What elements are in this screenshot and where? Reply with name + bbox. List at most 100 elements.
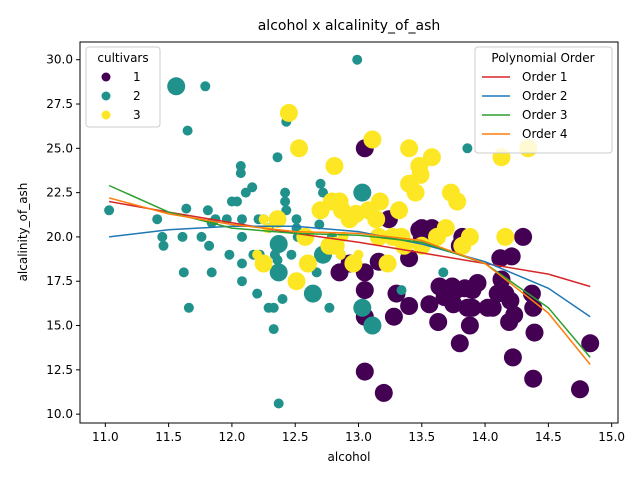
data-point-cultivar-2 — [204, 240, 215, 251]
data-point-cultivar-1 — [400, 297, 419, 315]
data-point-cultivar-3 — [268, 210, 287, 229]
legend-label-cultivar-3: 3 — [133, 108, 141, 122]
fit-line-order-4 — [108, 197, 591, 365]
data-point-cultivar-3 — [290, 139, 308, 158]
data-point-cultivar-2 — [196, 231, 207, 242]
y-tick-label: 10.0 — [46, 407, 73, 421]
data-point-cultivar-1 — [514, 227, 533, 246]
x-tick-label: 13.5 — [408, 430, 435, 444]
data-point-cultivar-2 — [268, 324, 279, 335]
data-point-cultivar-3 — [333, 161, 344, 171]
data-point-cultivar-3 — [378, 254, 397, 273]
data-point-cultivar-1 — [384, 307, 403, 326]
data-point-cultivar-2 — [237, 258, 247, 269]
data-point-cultivar-3 — [371, 192, 389, 211]
data-point-cultivar-2 — [237, 231, 247, 242]
data-point-cultivar-1 — [450, 334, 469, 353]
data-point-cultivar-2 — [157, 231, 168, 242]
data-point-cultivar-2 — [183, 302, 194, 313]
data-point-cultivar-2 — [291, 214, 302, 225]
data-point-cultivar-2 — [268, 302, 279, 313]
data-point-cultivar-3 — [287, 272, 306, 291]
data-point-cultivar-2 — [269, 263, 288, 282]
fit-lines-layer — [108, 184, 591, 365]
legend-marker-cultivar-3 — [101, 110, 111, 120]
x-tick-label: 12.5 — [282, 430, 309, 444]
data-point-cultivar-2 — [315, 178, 326, 189]
data-point-cultivar-2 — [202, 205, 213, 216]
legend-label-order-3: Order 3 — [522, 108, 568, 122]
cultivar-legend-box — [85, 46, 161, 128]
data-point-cultivar-2 — [353, 183, 372, 202]
data-point-cultivar-2 — [277, 294, 288, 304]
data-point-cultivar-2 — [286, 249, 297, 260]
data-point-cultivar-1 — [581, 334, 600, 353]
y-axis-label: alcalinity_of_ash — [16, 183, 30, 282]
data-point-cultivar-2 — [104, 205, 115, 216]
data-point-cultivar-3 — [296, 227, 315, 246]
data-point-cultivar-2 — [314, 219, 325, 230]
x-axis: 11.0 11.5 12.0 12.5 13.0 13.5 14.0 14.5 15.0 — [92, 423, 625, 444]
data-point-cultivar-3 — [390, 201, 408, 220]
data-point-cultivar-1 — [374, 383, 393, 402]
data-point-cultivar-2 — [280, 196, 291, 207]
cultivar-legend-title: cultivars — [97, 51, 148, 65]
x-tick-label: 11.5 — [155, 430, 182, 444]
data-point-cultivar-2 — [152, 214, 163, 225]
data-point-cultivar-2 — [352, 54, 363, 65]
data-point-cultivar-1 — [502, 247, 521, 266]
data-point-cultivar-2 — [182, 125, 193, 136]
fit-line-order-1 — [108, 200, 591, 288]
data-point-cultivar-2 — [181, 203, 192, 214]
data-point-cultivar-3 — [298, 254, 317, 273]
data-point-cultivar-1 — [460, 316, 479, 335]
data-point-cultivar-1 — [525, 323, 544, 342]
x-tick-label: 11.0 — [92, 430, 119, 444]
data-point-cultivar-1 — [355, 281, 374, 300]
data-point-cultivar-2 — [396, 285, 407, 296]
y-axis: 10.0 12.5 15.0 17.5 20.0 22.5 25.0 27.5 30.0 — [46, 53, 80, 421]
x-tick-label: 14.5 — [535, 430, 562, 444]
data-point-cultivar-2 — [353, 298, 372, 317]
data-point-cultivar-3 — [254, 254, 273, 273]
data-point-cultivar-1 — [410, 220, 429, 239]
data-point-cultivar-2 — [462, 143, 473, 154]
data-point-cultivar-1 — [483, 298, 502, 317]
data-point-cultivar-2 — [438, 267, 449, 278]
y-tick-label: 12.5 — [46, 363, 73, 377]
legend-label-order-4: Order 4 — [522, 127, 568, 141]
data-point-cultivar-2 — [178, 267, 189, 278]
data-point-cultivar-1 — [524, 298, 543, 317]
data-point-cultivar-1 — [429, 313, 448, 331]
data-point-cultivar-2 — [235, 161, 246, 171]
x-tick-label: 15.0 — [598, 430, 625, 444]
data-point-cultivar-3 — [363, 130, 382, 149]
x-axis-label: alcohol — [328, 450, 371, 464]
data-point-cultivar-2 — [167, 77, 186, 96]
data-point-cultivar-2 — [273, 398, 284, 409]
data-point-cultivar-1 — [571, 380, 589, 399]
data-point-cultivar-3 — [353, 249, 364, 260]
legend-label-order-1: Order 1 — [522, 70, 568, 84]
data-point-cultivar-2 — [235, 168, 246, 179]
polynomial-order-legend: Polynomial Order Order 1 Order 2 Order 3 Or… — [474, 46, 613, 154]
data-point-cultivar-1 — [463, 281, 482, 300]
y-tick-label: 25.0 — [46, 141, 73, 155]
y-tick-label: 17.5 — [46, 274, 73, 288]
order-legend-title: Polynomial Order — [491, 51, 594, 65]
x-tick-label: 14.0 — [472, 430, 499, 444]
data-point-cultivar-3 — [400, 139, 419, 158]
data-point-cultivar-3 — [406, 183, 425, 202]
fit-line-order-2 — [109, 225, 591, 318]
legend-label-cultivar-2: 2 — [133, 89, 141, 103]
data-point-cultivar-1 — [359, 270, 370, 281]
data-point-cultivar-1 — [505, 305, 524, 324]
data-point-cultivar-2 — [232, 196, 242, 207]
data-point-cultivar-2 — [252, 288, 263, 299]
y-tick-label: 30.0 — [46, 53, 73, 67]
y-tick-label: 15.0 — [46, 319, 73, 333]
plot-frame — [79, 41, 619, 424]
data-point-cultivar-1 — [501, 291, 520, 310]
data-point-cultivar-2 — [206, 267, 217, 278]
